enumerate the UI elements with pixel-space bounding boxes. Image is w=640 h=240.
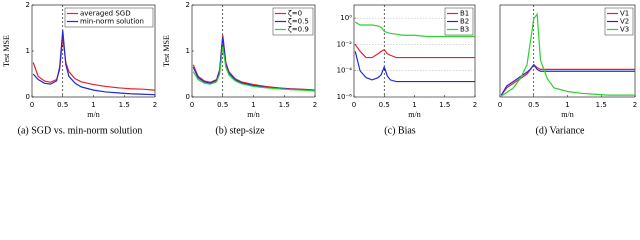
x-tick-label: 0 bbox=[190, 101, 194, 109]
legend-label: min-norm solution bbox=[80, 18, 144, 26]
y-tick-label: 10⁻⁶ bbox=[337, 93, 353, 101]
y-tick-label: 1 bbox=[186, 47, 190, 55]
x-tick-label: 1 bbox=[251, 101, 255, 109]
x-tick-label: 2 bbox=[473, 101, 477, 109]
legend-label: ζ=0.5 bbox=[288, 18, 309, 26]
x-tick-label: 1 bbox=[565, 101, 569, 109]
series-line bbox=[354, 44, 475, 59]
x-tick-label: 1 bbox=[91, 101, 95, 109]
legend-label: B2 bbox=[460, 18, 469, 26]
y-tick-label: 10⁻⁴ bbox=[337, 67, 353, 75]
x-tick-label: 1.5 bbox=[596, 101, 607, 109]
caption: (c) Bias bbox=[384, 125, 415, 136]
y-tick-label: 10⁰ bbox=[340, 14, 352, 22]
x-tick-label: 0.5 bbox=[217, 101, 228, 109]
caption: (b) step-size bbox=[215, 125, 265, 136]
legend-label: averaged SGD bbox=[80, 10, 131, 18]
x-tick-label: 0.5 bbox=[379, 101, 390, 109]
x-tick-label: 0.5 bbox=[57, 101, 68, 109]
series-line bbox=[500, 63, 635, 96]
y-axis-label: Test MSE bbox=[2, 35, 11, 67]
y-tick-label: 1 bbox=[26, 47, 30, 55]
x-axis-label: m/n bbox=[561, 110, 573, 119]
series-line bbox=[192, 46, 316, 92]
x-tick-label: 2 bbox=[153, 101, 157, 109]
caption: (d) Variance bbox=[536, 125, 586, 136]
y-axis-label: Test MSE bbox=[162, 35, 171, 67]
x-tick-label: 1.5 bbox=[119, 101, 130, 109]
y-tick-label: 0 bbox=[186, 93, 190, 101]
legend bbox=[444, 7, 474, 36]
x-tick-label: 0 bbox=[352, 101, 356, 109]
x-tick-label: 0.5 bbox=[528, 101, 539, 109]
y-tick-label: 0 bbox=[26, 93, 30, 101]
legend-label: V2 bbox=[620, 18, 629, 26]
x-tick-label: 2 bbox=[313, 101, 317, 109]
series-line bbox=[500, 63, 635, 96]
x-tick-label: 1.5 bbox=[279, 101, 290, 109]
x-tick-label: 0 bbox=[30, 101, 34, 109]
caption: (a) SGD vs. min-norm solution bbox=[18, 125, 143, 136]
x-tick-label: 2 bbox=[633, 101, 637, 109]
y-tick-label: 10⁻² bbox=[337, 40, 353, 48]
x-tick-label: 1 bbox=[412, 101, 416, 109]
panel: 10⁻⁶ 10⁻⁴ 10⁻² 10⁰ 0 0.5 1 1.5 2 m/n (c) Bias B1B2B… bbox=[337, 4, 477, 136]
legend-label: B3 bbox=[460, 26, 469, 34]
x-axis-label: m/n bbox=[87, 110, 99, 119]
series-line bbox=[354, 21, 475, 38]
y-tick-label: 2 bbox=[186, 1, 190, 9]
legend bbox=[64, 7, 154, 28]
series-line bbox=[32, 37, 156, 91]
legend-label: B1 bbox=[460, 10, 469, 18]
series-line bbox=[501, 12, 635, 97]
legend-label: V1 bbox=[620, 10, 629, 18]
figure: 0 1 2 0 0.5 1 1.5 2 m/n Test MSE (a) SGD vs. min-n… bbox=[2, 1, 637, 136]
x-axis-label: m/n bbox=[408, 110, 420, 119]
panel: 0 1 2 0 0.5 1 1.5 2 m/n Test MSE (a) SGD vs. min-n… bbox=[2, 1, 157, 136]
legend-label: ζ=0.9 bbox=[288, 26, 309, 34]
y-tick-label: 2 bbox=[26, 1, 30, 9]
x-axis-label: m/n bbox=[247, 110, 259, 119]
legend-label: ζ=0 bbox=[288, 10, 302, 18]
series-line bbox=[32, 30, 156, 96]
x-tick-label: 1.5 bbox=[439, 101, 450, 109]
legend-label: V3 bbox=[620, 26, 629, 34]
x-tick-label: 0 bbox=[498, 101, 502, 109]
series-line bbox=[354, 51, 475, 83]
